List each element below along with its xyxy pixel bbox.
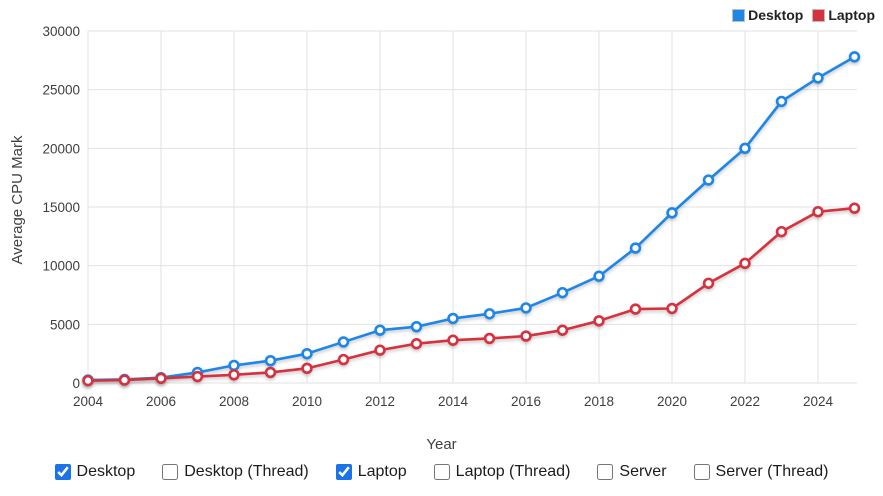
- gridlines: [87, 30, 857, 384]
- data-point-laptop-2017: [556, 324, 569, 336]
- y-tick-label: 5000: [50, 317, 80, 332]
- checkbox-server[interactable]: [597, 464, 614, 480]
- y-axis-tick-labels: 0 5000 10000 15000 20000 25000 30000: [42, 24, 80, 391]
- toggle-label: Server: [619, 463, 667, 480]
- toggle-server[interactable]: Server: [597, 463, 667, 481]
- data-point-laptop-2006: [155, 372, 167, 385]
- data-point-laptop-2005: [118, 374, 131, 386]
- data-point-desktop-2025: [848, 51, 861, 63]
- data-point-desktop-2015: [483, 308, 496, 320]
- legend-item-laptop[interactable]: Laptop: [812, 7, 875, 23]
- series-line-laptop: [86, 206, 856, 382]
- series-laptop: [82, 202, 861, 387]
- legend-swatch-desktop: [732, 8, 746, 22]
- x-axis-tick-labels: 2004 2006 2008 2010 2012 2014 2016 2018 2020 2022…: [73, 394, 834, 409]
- data-point-desktop-2008: [228, 359, 240, 372]
- toggle-laptop-thread[interactable]: Laptop (Thread): [433, 463, 571, 481]
- x-tick-label: 2006: [146, 394, 176, 409]
- x-tick-label: 2024: [803, 394, 834, 409]
- data-point-laptop-2023: [775, 225, 788, 238]
- y-tick-label: 30000: [42, 24, 80, 39]
- data-point-laptop-2024: [812, 205, 824, 218]
- data-point-laptop-2013: [410, 337, 423, 350]
- x-tick-label: 2010: [292, 394, 322, 409]
- data-point-laptop-2008: [228, 369, 240, 381]
- data-point-laptop-2025: [848, 202, 861, 214]
- toggle-server-thread[interactable]: Server (Thread): [693, 463, 829, 481]
- x-axis-title: Year: [426, 436, 457, 453]
- data-point-desktop-2014: [447, 312, 459, 325]
- data-point-laptop-2011: [337, 353, 350, 366]
- data-point-laptop-2010: [301, 362, 313, 375]
- x-tick-label: 2016: [511, 394, 541, 409]
- data-point-laptop-2019: [629, 303, 642, 315]
- x-tick-label: 2022: [730, 394, 760, 409]
- toggle-label: Server (Thread): [715, 463, 829, 480]
- x-tick-label: 2008: [219, 394, 249, 409]
- data-point-laptop-2018: [593, 315, 605, 327]
- legend-swatch-laptop: [812, 8, 826, 22]
- y-tick-label: 10000: [42, 259, 80, 274]
- series-line-desktop: [86, 55, 856, 382]
- data-point-desktop-2011: [337, 336, 350, 348]
- toggle-desktop[interactable]: Desktop: [54, 463, 136, 481]
- data-point-laptop-2021: [702, 277, 715, 289]
- toggle-label: Desktop: [76, 463, 136, 480]
- data-point-desktop-2009: [264, 355, 277, 367]
- data-point-desktop-2024: [812, 72, 824, 84]
- data-point-desktop-2022: [739, 142, 751, 155]
- data-point-laptop-2016: [520, 330, 532, 342]
- x-tick-label: 2004: [73, 394, 104, 409]
- y-tick-label: 15000: [42, 200, 80, 215]
- data-point-desktop-2010: [301, 347, 313, 360]
- toggle-laptop[interactable]: Laptop: [335, 463, 407, 481]
- series-desktop: [82, 51, 861, 386]
- data-point-desktop-2020: [666, 207, 678, 219]
- data-point-desktop-2013: [410, 320, 423, 333]
- data-point-laptop-2020: [666, 302, 678, 315]
- data-point-desktop-2017: [556, 286, 569, 299]
- data-point-laptop-2004: [82, 374, 94, 387]
- data-point-desktop-2016: [520, 302, 532, 314]
- series-toggle-bar: Desktop Desktop (Thread) Laptop Laptop (Thr…: [0, 463, 883, 481]
- y-tick-label: 25000: [42, 83, 80, 98]
- checkbox-laptop-thread[interactable]: [433, 464, 450, 480]
- data-point-laptop-2015: [483, 332, 496, 345]
- data-point-laptop-2022: [739, 257, 751, 270]
- data-point-desktop-2023: [775, 95, 788, 108]
- toggle-label: Laptop (Thread): [455, 463, 571, 480]
- toggle-label: Desktop (Thread): [184, 463, 309, 480]
- data-point-desktop-2012: [374, 324, 386, 336]
- legend-item-desktop[interactable]: Desktop: [732, 7, 803, 23]
- legend-label: Laptop: [828, 7, 875, 23]
- chart-legend: Desktop Laptop: [732, 7, 875, 23]
- y-axis-title: Average CPU Mark: [9, 135, 26, 264]
- data-point-desktop-2018: [593, 270, 605, 282]
- legend-label: Desktop: [748, 7, 804, 23]
- data-point-laptop-2014: [447, 334, 459, 346]
- checkbox-laptop[interactable]: [335, 464, 352, 480]
- data-point-desktop-2021: [702, 174, 715, 186]
- y-tick-label: 20000: [42, 141, 80, 156]
- checkbox-desktop[interactable]: [54, 464, 71, 480]
- checkbox-desktop-thread[interactable]: [162, 464, 179, 480]
- data-point-desktop-2019: [629, 242, 642, 254]
- x-tick-label: 2020: [657, 394, 687, 409]
- data-point-laptop-2012: [374, 344, 386, 356]
- toggle-label: Laptop: [357, 463, 407, 480]
- x-tick-label: 2014: [438, 394, 469, 409]
- data-point-laptop-2009: [264, 366, 277, 379]
- x-tick-label: 2018: [584, 394, 614, 409]
- y-tick-label: 0: [72, 376, 80, 391]
- checkbox-server-thread[interactable]: [693, 464, 710, 480]
- toggle-desktop-thread[interactable]: Desktop (Thread): [162, 463, 309, 481]
- x-tick-label: 2012: [365, 394, 395, 409]
- data-point-laptop-2007: [191, 370, 204, 383]
